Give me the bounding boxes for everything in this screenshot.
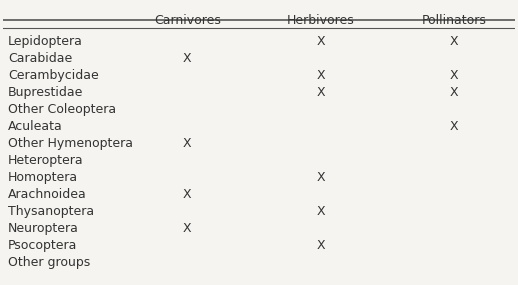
Text: Other Hymenoptera: Other Hymenoptera xyxy=(8,137,133,150)
Text: X: X xyxy=(183,52,192,66)
Text: Herbivores: Herbivores xyxy=(286,14,354,27)
Text: X: X xyxy=(316,239,325,252)
Text: X: X xyxy=(316,70,325,82)
Text: Other Coleoptera: Other Coleoptera xyxy=(8,103,116,116)
Text: X: X xyxy=(316,86,325,99)
Text: Thysanoptera: Thysanoptera xyxy=(8,205,94,218)
Text: X: X xyxy=(183,222,192,235)
Text: X: X xyxy=(450,70,458,82)
Text: Carnivores: Carnivores xyxy=(154,14,221,27)
Text: Other groups: Other groups xyxy=(8,256,90,269)
Text: Heteroptera: Heteroptera xyxy=(8,154,83,167)
Text: X: X xyxy=(316,205,325,218)
Text: Carabidae: Carabidae xyxy=(8,52,72,66)
Text: X: X xyxy=(183,188,192,201)
Text: X: X xyxy=(450,120,458,133)
Text: Buprestidae: Buprestidae xyxy=(8,86,83,99)
Text: Lepidoptera: Lepidoptera xyxy=(8,36,83,48)
Text: X: X xyxy=(450,86,458,99)
Text: X: X xyxy=(316,171,325,184)
Text: Cerambycidae: Cerambycidae xyxy=(8,70,98,82)
Text: X: X xyxy=(450,36,458,48)
Text: Homoptera: Homoptera xyxy=(8,171,78,184)
Text: Arachnoidea: Arachnoidea xyxy=(8,188,87,201)
Text: Aculeata: Aculeata xyxy=(8,120,63,133)
Text: X: X xyxy=(316,36,325,48)
Text: Psocoptera: Psocoptera xyxy=(8,239,77,252)
Text: Neuroptera: Neuroptera xyxy=(8,222,79,235)
Text: Pollinators: Pollinators xyxy=(421,14,486,27)
Text: X: X xyxy=(183,137,192,150)
